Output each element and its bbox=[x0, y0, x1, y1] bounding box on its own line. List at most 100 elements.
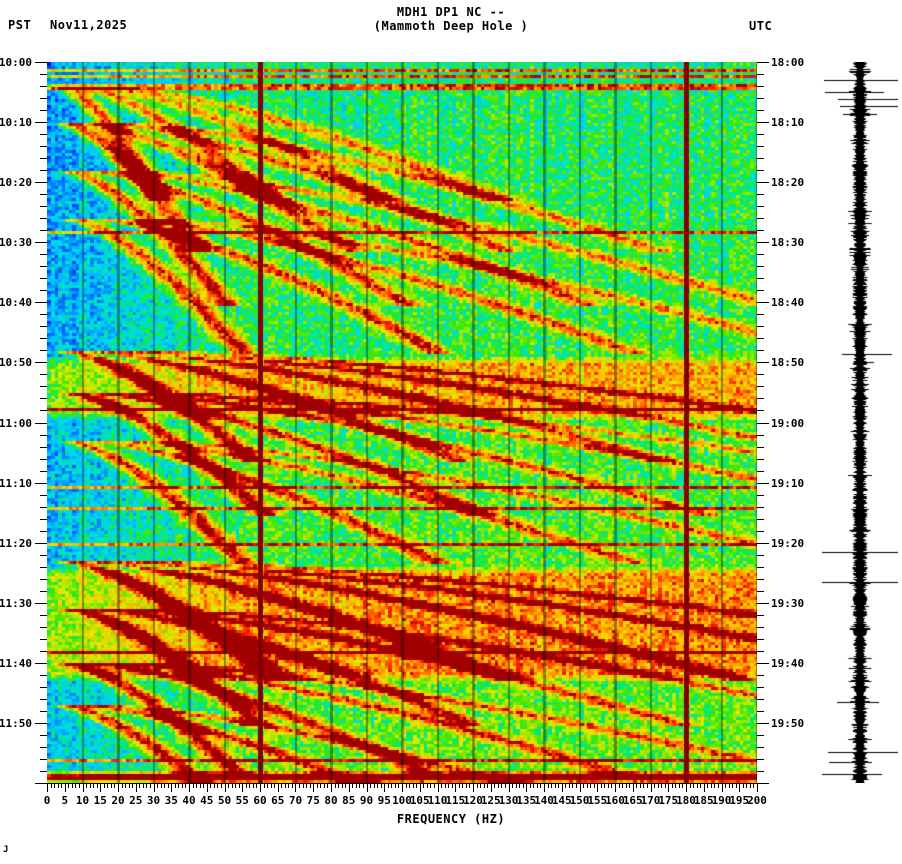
freq-tick-minor bbox=[682, 783, 683, 788]
axis-tick-minor bbox=[40, 579, 47, 580]
spectrogram-canvas[interactable] bbox=[47, 62, 757, 783]
freq-tick-minor bbox=[707, 783, 708, 788]
freq-tick-major bbox=[349, 783, 350, 792]
freq-tick-minor bbox=[324, 783, 325, 788]
axis-tick-major bbox=[35, 423, 47, 424]
helicorder-trace-canvas[interactable] bbox=[822, 62, 898, 783]
axis-tick-minor bbox=[757, 471, 764, 472]
freq-tick-minor bbox=[714, 783, 715, 788]
freq-tick-minor bbox=[93, 783, 94, 788]
axis-tick-major bbox=[35, 62, 47, 63]
freq-tick-major bbox=[83, 783, 84, 792]
spectrogram-plot[interactable] bbox=[47, 62, 757, 783]
axis-tick-minor bbox=[40, 531, 47, 532]
axis-tick-major bbox=[757, 483, 769, 484]
freq-tick-minor bbox=[203, 783, 204, 788]
freq-tick-minor bbox=[729, 783, 730, 788]
axis-tick-major bbox=[757, 663, 769, 664]
freq-tick-minor bbox=[608, 783, 609, 788]
freq-tick-minor bbox=[132, 783, 133, 788]
freq-label: 20 bbox=[111, 794, 125, 807]
freq-tick-major bbox=[242, 783, 243, 792]
axis-tick-minor bbox=[40, 459, 47, 460]
freq-tick-minor bbox=[398, 783, 399, 788]
axis-tick-minor bbox=[757, 579, 764, 580]
axis-tick-minor bbox=[40, 194, 47, 195]
freq-tick-minor bbox=[743, 783, 744, 788]
freq-tick-minor bbox=[459, 783, 460, 788]
freq-tick-minor bbox=[249, 783, 250, 788]
time-label-pst: 10:50 bbox=[0, 356, 32, 369]
freq-tick-major bbox=[473, 783, 474, 792]
axis-tick-minor bbox=[40, 98, 47, 99]
freq-tick-minor bbox=[746, 783, 747, 788]
time-label-utc: 19:20 bbox=[771, 537, 805, 550]
freq-tick-minor bbox=[484, 783, 485, 788]
freq-tick-minor bbox=[587, 783, 588, 788]
time-label-utc: 18:30 bbox=[771, 236, 805, 249]
axis-tick-minor bbox=[757, 218, 764, 219]
axis-tick-minor bbox=[757, 627, 764, 628]
freq-tick-major bbox=[384, 783, 385, 792]
axis-tick-minor bbox=[757, 435, 764, 436]
freq-tick-major bbox=[615, 783, 616, 792]
freq-label: 140 bbox=[534, 794, 554, 807]
freq-tick-major bbox=[651, 783, 652, 792]
freq-tick-minor bbox=[611, 783, 612, 788]
axis-tick-major bbox=[35, 723, 47, 724]
freq-tick-minor bbox=[604, 783, 605, 788]
axis-tick-minor bbox=[40, 591, 47, 592]
freq-tick-minor bbox=[86, 783, 87, 788]
helicorder-trace-panel[interactable] bbox=[822, 62, 898, 783]
axis-tick-minor bbox=[40, 86, 47, 87]
freq-tick-minor bbox=[90, 783, 91, 788]
freq-tick-minor bbox=[516, 783, 517, 788]
axis-tick-minor bbox=[40, 266, 47, 267]
freq-tick-major bbox=[562, 783, 563, 792]
freq-tick-minor bbox=[306, 783, 307, 788]
axis-tick-minor bbox=[757, 771, 764, 772]
freq-label: 115 bbox=[445, 794, 466, 807]
axis-tick-minor bbox=[40, 218, 47, 219]
axis-tick-minor bbox=[757, 447, 764, 448]
time-label-utc: 19:30 bbox=[771, 597, 805, 610]
freq-tick-minor bbox=[342, 783, 343, 788]
freq-tick-major bbox=[154, 783, 155, 792]
freq-tick-minor bbox=[619, 783, 620, 788]
axis-tick-minor bbox=[757, 290, 764, 291]
freq-tick-minor bbox=[253, 783, 254, 788]
axis-tick-minor bbox=[40, 627, 47, 628]
freq-tick-minor bbox=[196, 783, 197, 788]
freq-label: 145 bbox=[551, 794, 572, 807]
axis-tick-minor bbox=[757, 266, 764, 267]
axis-tick-minor bbox=[40, 230, 47, 231]
axis-tick-major bbox=[35, 302, 47, 303]
freq-label: 50 bbox=[217, 794, 232, 807]
freq-tick-major bbox=[438, 783, 439, 792]
axis-tick-major bbox=[757, 302, 769, 303]
freq-tick-minor bbox=[601, 783, 602, 788]
axis-tick-major bbox=[757, 783, 769, 784]
freq-label: 130 bbox=[498, 794, 519, 807]
freq-tick-minor bbox=[395, 783, 396, 788]
freq-tick-minor bbox=[753, 783, 754, 788]
frequency-axis-title: FREQUENCY (HZ) bbox=[396, 812, 506, 826]
axis-tick-minor bbox=[40, 314, 47, 315]
freq-tick-major bbox=[491, 783, 492, 792]
freq-tick-major bbox=[455, 783, 456, 792]
axis-tick-minor bbox=[757, 158, 764, 159]
freq-tick-minor bbox=[72, 783, 73, 788]
freq-tick-minor bbox=[654, 783, 655, 788]
axis-tick-minor bbox=[40, 555, 47, 556]
freq-label: 0 bbox=[43, 794, 51, 807]
freq-tick-minor bbox=[690, 783, 691, 788]
axis-tick-minor bbox=[757, 711, 764, 712]
freq-tick-minor bbox=[377, 783, 378, 788]
axis-tick-minor bbox=[40, 507, 47, 508]
time-label-utc: 19:50 bbox=[771, 717, 805, 730]
axis-tick-minor bbox=[757, 350, 764, 351]
freq-label: 175 bbox=[658, 794, 679, 807]
freq-tick-minor bbox=[469, 783, 470, 788]
axis-tick-minor bbox=[757, 531, 764, 532]
freq-label: 200 bbox=[747, 794, 767, 807]
